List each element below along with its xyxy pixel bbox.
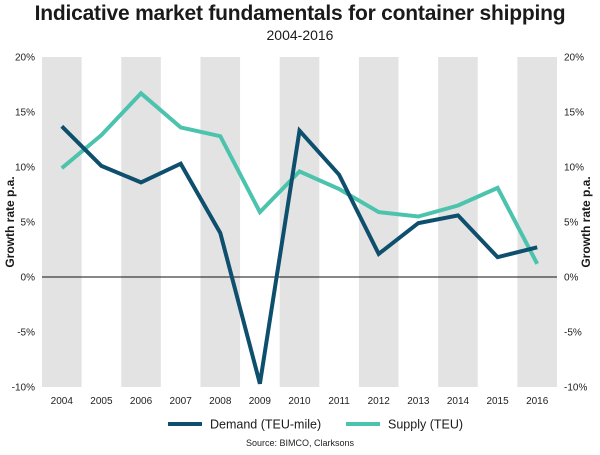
chart-subtitle: 2004-2016	[266, 27, 334, 43]
x-tick: 2013	[407, 396, 430, 407]
series-lines	[60, 90, 539, 385]
band-2006	[121, 57, 161, 387]
band-2014	[438, 57, 478, 387]
y-tick-left: 0%	[21, 273, 36, 284]
x-tick: 2014	[447, 396, 470, 407]
y-axis-left: 20% 15% 10% 5% 0% -5% -10%	[12, 53, 35, 394]
y-tick-right: 15%	[564, 108, 584, 119]
y-tick-left: 15%	[15, 108, 35, 119]
y-tick-left: -10%	[12, 383, 35, 394]
y-tick-right: 5%	[564, 218, 579, 229]
x-tick: 2012	[368, 396, 391, 407]
x-tick: 2010	[288, 396, 311, 407]
y-axis-right-title: Growth rate p.a.	[579, 176, 593, 267]
band-2016	[517, 57, 557, 387]
y-axis-left-title: Growth rate p.a.	[3, 176, 17, 267]
chart-title: Indicative market fundamentals for conta…	[34, 2, 566, 25]
legend-label-supply: Supply (TEU)	[388, 418, 463, 432]
y-tick-right: -10%	[564, 383, 587, 394]
x-tick: 2007	[170, 396, 193, 407]
source-note: Source: BIMCO, Clarksons	[245, 438, 355, 448]
x-tick: 2009	[249, 396, 272, 407]
y-tick-right: 20%	[564, 53, 584, 64]
background-bands	[42, 57, 557, 387]
x-tick: 2008	[209, 396, 232, 407]
y-axis-right: 20% 15% 10% 5% 0% -5% -10%	[564, 53, 587, 394]
y-tick-left: -5%	[17, 328, 35, 339]
x-tick: 2004	[51, 396, 74, 407]
y-tick-right: 0%	[564, 273, 579, 284]
y-tick-left: 10%	[15, 163, 35, 174]
x-tick: 2015	[486, 396, 509, 407]
band-2004	[42, 57, 82, 387]
band-2008	[200, 57, 241, 387]
x-tick: 2005	[90, 396, 113, 407]
y-tick-left: 20%	[15, 53, 35, 64]
y-tick-right: -5%	[564, 328, 582, 339]
band-2012	[358, 57, 399, 387]
x-tick: 2016	[526, 396, 549, 407]
y-tick-left: 5%	[21, 218, 36, 229]
x-tick: 2006	[130, 396, 153, 407]
legend-label-demand: Demand (TEU-mile)	[210, 418, 321, 432]
legend: Demand (TEU-mile) Supply (TEU)	[168, 418, 463, 432]
y-tick-right: 10%	[564, 163, 584, 174]
x-tick: 2011	[328, 396, 350, 407]
x-axis: 2004 2005 2006 2007 2008 2009 2010 2011 2012 2013…	[51, 396, 549, 407]
